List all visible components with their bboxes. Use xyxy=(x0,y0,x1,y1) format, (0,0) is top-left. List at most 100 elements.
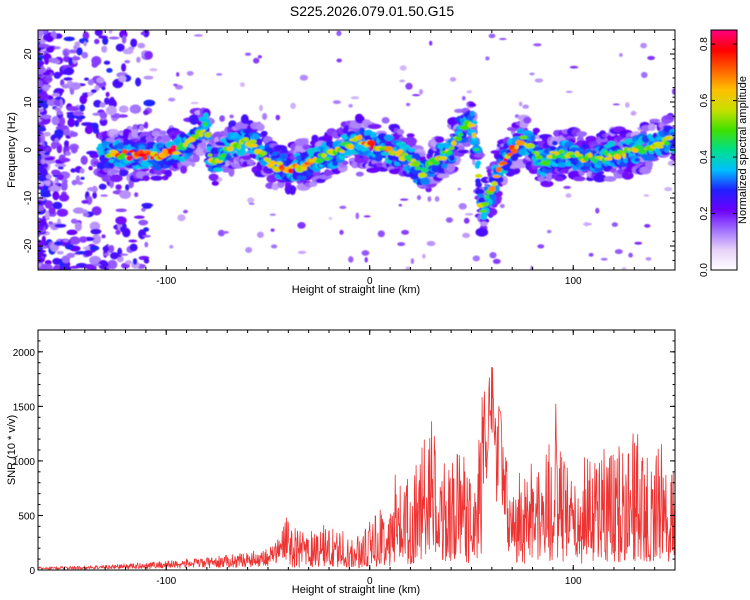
spectrogram-xtick-label: 100 xyxy=(565,276,582,287)
noise-blob xyxy=(640,42,647,49)
halo-blob xyxy=(208,173,219,181)
halo-blob xyxy=(545,171,553,182)
halo-blob xyxy=(242,155,252,161)
noise-blob xyxy=(612,103,620,106)
noise-blob xyxy=(57,166,64,170)
ridge-blob xyxy=(540,172,547,178)
noise-blob xyxy=(80,176,85,180)
noise-blob xyxy=(54,241,63,246)
noise-blob xyxy=(75,251,87,255)
halo-blob xyxy=(403,136,417,146)
noise-blob xyxy=(90,228,102,235)
ridge-blob xyxy=(530,135,536,142)
noise-blob xyxy=(119,253,129,256)
halo-blob xyxy=(667,160,675,167)
noise-blob xyxy=(56,208,69,217)
noise-blob xyxy=(83,250,93,257)
noise-blob xyxy=(529,72,535,76)
noise-blob xyxy=(257,55,262,59)
noise-blob xyxy=(101,234,106,239)
ridge-blob xyxy=(477,193,485,198)
noise-blob xyxy=(59,265,71,270)
spectrogram-frame xyxy=(37,29,676,271)
ridge-blob xyxy=(279,153,288,159)
noise-blob xyxy=(103,60,111,65)
noise-blob xyxy=(54,163,67,168)
noise-blob xyxy=(80,155,88,165)
ridge-core-blob xyxy=(251,143,258,148)
noise-blob xyxy=(144,121,149,129)
noise-blob xyxy=(70,218,78,224)
noise-blob xyxy=(466,90,473,94)
ridge-core-blob xyxy=(128,149,135,153)
noise-blob xyxy=(51,169,61,176)
halo-blob xyxy=(573,176,586,182)
noise-blob xyxy=(40,39,46,46)
noise-blob xyxy=(40,158,46,164)
halo-blob xyxy=(396,129,405,135)
ridge-core-blob xyxy=(558,149,565,154)
ridge-core-blob xyxy=(438,156,448,161)
noise-blob xyxy=(399,65,407,71)
noise-blob xyxy=(52,201,63,210)
colorbar-gradient xyxy=(710,29,738,271)
ridge-core-blob xyxy=(491,181,498,187)
halo-blob xyxy=(507,166,521,175)
ridge-blob xyxy=(427,148,434,157)
ridge-blob xyxy=(374,154,383,162)
noise-blob xyxy=(66,229,78,236)
noise-blob xyxy=(142,205,152,209)
noise-blob xyxy=(86,195,93,205)
noise-blob xyxy=(103,253,110,256)
noise-blob xyxy=(122,48,134,55)
halo-blob xyxy=(109,174,123,183)
ridge-core-blob xyxy=(275,161,284,166)
noise-blob xyxy=(217,229,225,237)
noise-blob xyxy=(139,124,144,132)
noise-blob xyxy=(43,131,51,137)
noise-blob xyxy=(611,222,618,227)
colorbar-tick-label: 0.8 xyxy=(699,37,710,51)
ridge-blob xyxy=(411,152,421,161)
halo-blob xyxy=(192,154,200,163)
noise-blob xyxy=(339,205,347,209)
spectrogram-ylabel: Frequency (Hz) xyxy=(6,112,18,188)
noise-blob xyxy=(76,181,83,186)
noise-blob xyxy=(44,151,50,156)
noise-blob xyxy=(142,234,151,238)
noise-blob xyxy=(492,258,501,264)
ridge-core-blob xyxy=(455,136,462,142)
noise-blob xyxy=(499,203,505,209)
colorbar-label: Normalized spectral amplitude xyxy=(737,76,749,224)
noise-blob xyxy=(262,113,268,120)
noise-blob xyxy=(132,258,138,265)
noise-blob xyxy=(143,75,154,80)
ridge-core-blob xyxy=(561,155,566,160)
noise-blob xyxy=(121,63,127,72)
noise-blob xyxy=(102,245,110,252)
noise-blob xyxy=(81,200,89,204)
noise-blob xyxy=(125,184,130,191)
noise-blob xyxy=(38,153,42,161)
noise-blob xyxy=(269,213,276,216)
noise-blob xyxy=(38,205,45,212)
noise-blob xyxy=(44,200,53,209)
noise-blob xyxy=(41,266,45,269)
halo-blob xyxy=(367,123,382,130)
noise-blob xyxy=(136,56,141,63)
ridge-blob xyxy=(401,160,410,165)
spectrogram-ytick-label: 20 xyxy=(23,48,34,60)
ridge-blob xyxy=(622,157,629,164)
ridge-blob xyxy=(475,188,485,195)
noise-blob xyxy=(130,38,138,48)
noise-blob xyxy=(401,229,409,235)
noise-blob xyxy=(38,256,44,264)
noise-blob xyxy=(472,255,480,262)
snr-ytick-label: 1500 xyxy=(13,402,36,413)
noise-blob xyxy=(38,135,41,145)
ridge-core-blob xyxy=(200,129,206,133)
ridge-blob xyxy=(178,156,186,163)
noise-blob xyxy=(98,183,107,190)
